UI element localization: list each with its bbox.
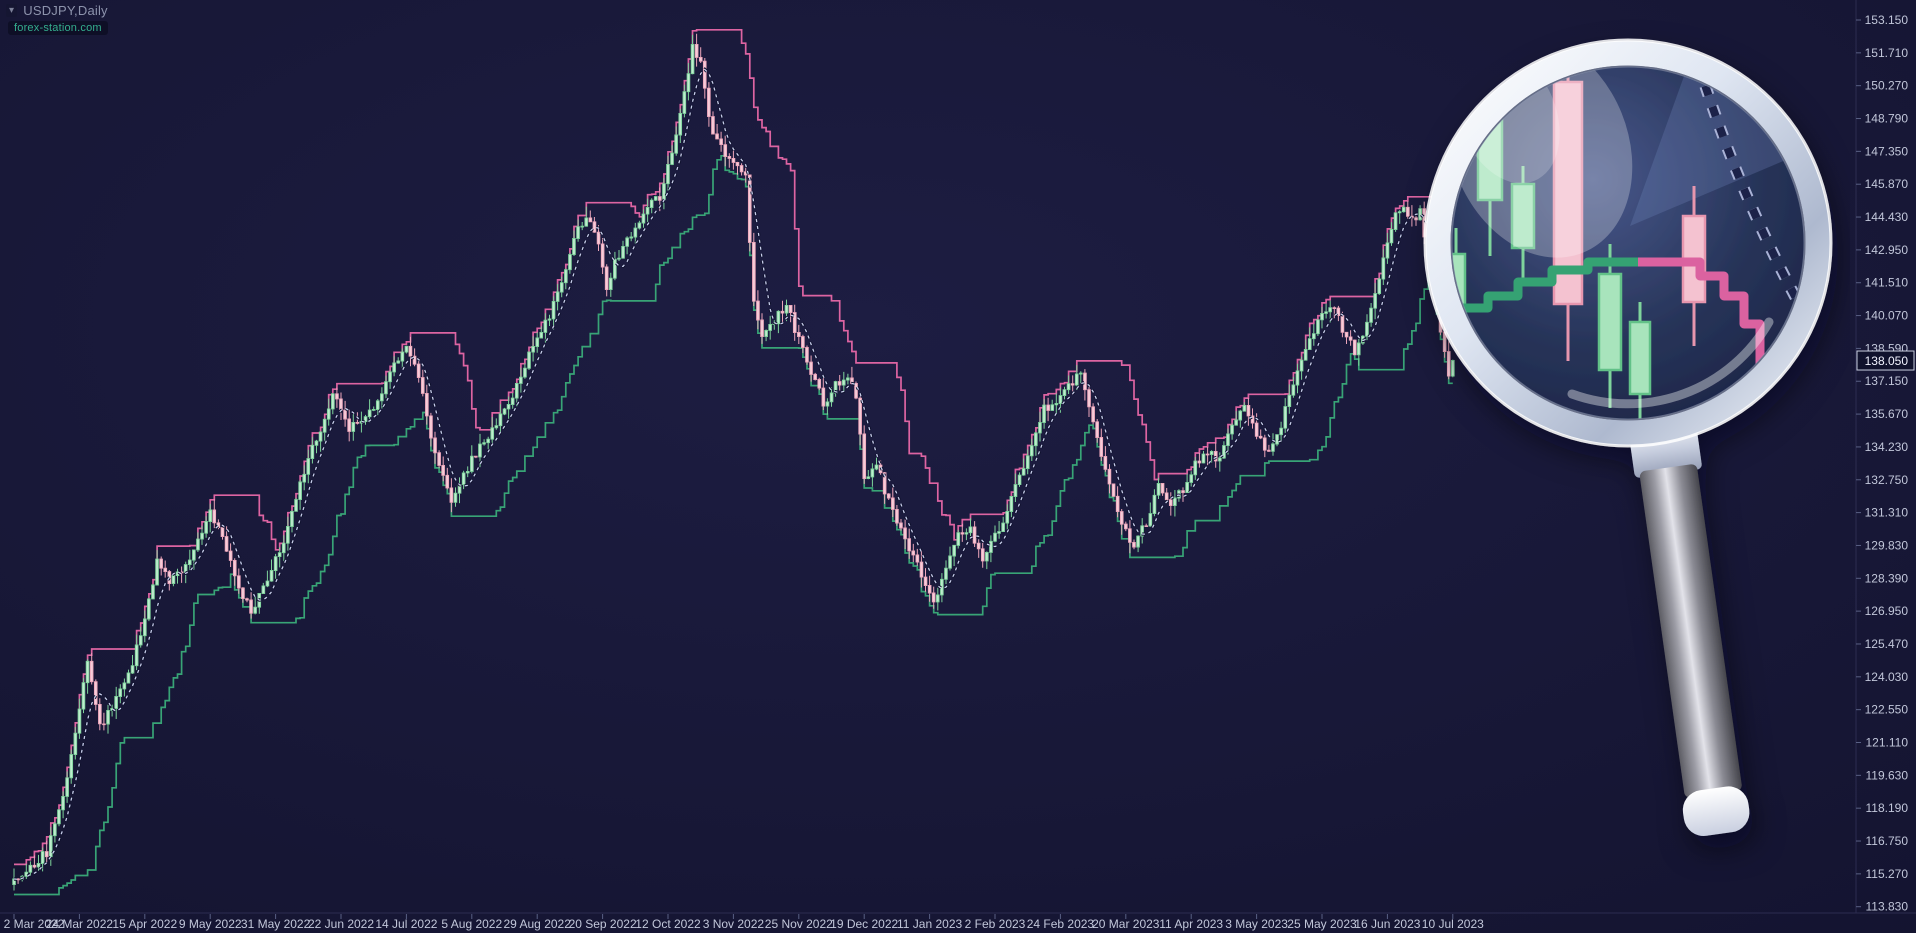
time-tick-label: 5 Aug 2022 [441,917,502,931]
dotted-ma [13,68,1454,880]
time-tick-label: 24 Mar 2022 [46,917,114,931]
dotted-ma-casing [13,67,1455,881]
time-tick-label: 2 Feb 2023 [965,917,1026,931]
time-tick-label: 16 Jun 2023 [1354,917,1420,931]
time-tick-label: 9 May 2022 [179,917,242,931]
price-tick-label: 118.190 [1866,801,1909,815]
price-axis[interactable]: 153.150 151.710 150.270 148.790 147.350 145.8… [1856,13,1908,914]
price-tick-label: 119.630 [1866,768,1909,782]
bull-bodies [12,44,1455,886]
resistance-line [14,28,1454,866]
bear-bodies [16,44,1451,881]
price-tick-label: 137.150 [1865,374,1909,388]
time-tick-label: 11 Apr 2023 [1159,917,1223,931]
time-tick-label: 25 Nov 2022 [765,917,833,931]
price-tick-label: 128.390 [1865,571,1909,585]
symbol-title-row: ▾ USDJPY,Daily [6,3,108,18]
price-tick-label: 121.110 [1866,735,1909,749]
price-tick-label: 113.830 [1866,900,1909,914]
time-tick-label: 29 Aug 2022 [503,917,571,931]
price-tick-label: 134.230 [1865,440,1909,454]
price-tick-label: 142.950 [1865,243,1909,257]
price-tick-label: 124.030 [1865,670,1909,684]
price-tick-label: 126.950 [1865,604,1909,618]
time-tick-label: 31 May 2022 [241,917,311,931]
price-tick-label: 140.070 [1865,309,1909,323]
time-tick-label: 12 Oct 2022 [635,917,701,931]
time-tick-label: 19 Dec 2022 [830,917,898,931]
current-price-value: 138.050 [1865,354,1909,368]
indicator-lines [14,28,1454,896]
symbol-timeframe-label: USDJPY,Daily [23,3,108,18]
price-tick-label: 144.430 [1865,210,1909,224]
time-tick-label: 22 Jun 2022 [308,917,374,931]
current-price-badge-box [1856,350,1915,371]
price-tick-label: 153.150 [1865,13,1909,27]
price-tick-label: 122.550 [1865,703,1909,717]
candles [12,33,1455,891]
watermark-label: forex-station.com [8,21,108,35]
price-tick-label: 150.270 [1865,79,1909,93]
price-tick-label: 115.270 [1866,867,1909,881]
price-tick-label: 135.670 [1865,407,1909,421]
chevron-down-icon[interactable]: ▾ [6,4,18,17]
price-tick-label: 145.870 [1865,177,1909,191]
current-price-badge: 138.050 [1856,350,1915,371]
time-tick-label: 3 Nov 2022 [703,917,765,931]
time-tick-label: 20 Mar 2023 [1092,917,1160,931]
price-tick-label: 131.310 [1865,506,1909,520]
price-tick-label: 147.350 [1865,144,1909,158]
price-tick-label: 132.750 [1865,473,1909,487]
time-tick-label: 25 May 2023 [1287,917,1357,931]
price-tick-label: 116.750 [1866,834,1909,848]
time-tick-label: 15 Apr 2022 [112,917,177,931]
price-tick-label: 129.830 [1865,538,1909,552]
price-tick-label: 141.510 [1865,276,1909,290]
price-tick-label: 148.790 [1865,112,1909,126]
time-tick-label: 2 Mar 2022 [4,917,65,931]
time-tick-label: 24 Feb 2023 [1027,917,1095,931]
time-tick-label: 14 Jul 2022 [375,917,437,931]
price-tick-label: 125.470 [1865,637,1909,651]
price-tick-label: 151.710 [1865,46,1909,60]
time-tick-label: 10 Jul 2023 [1422,917,1484,931]
time-tick-label: 11 Jan 2023 [897,917,962,931]
time-tick-label: 3 May 2023 [1225,917,1288,931]
support-line [14,154,1453,896]
time-tick-label: 20 Sep 2022 [569,917,637,931]
